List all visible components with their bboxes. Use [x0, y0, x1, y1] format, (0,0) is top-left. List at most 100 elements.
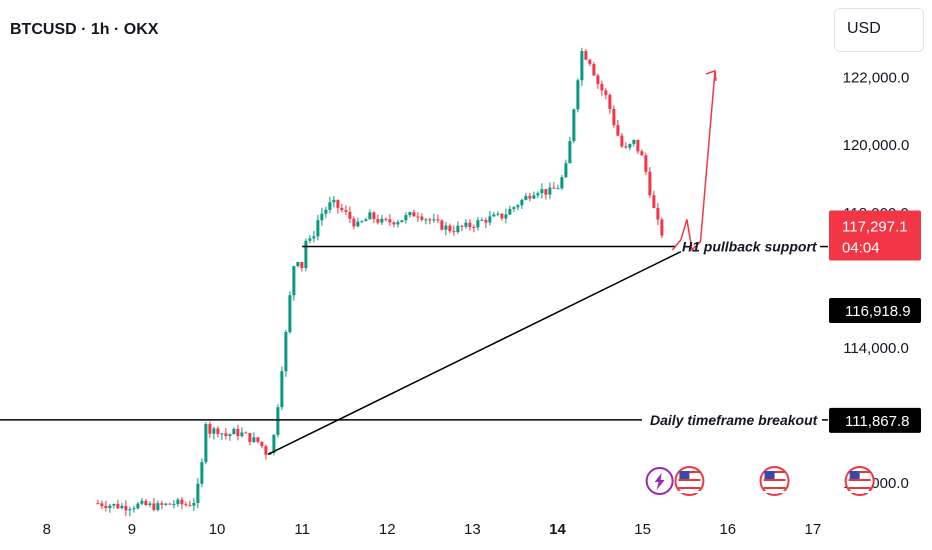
currency-button[interactable]: USD	[834, 8, 924, 52]
candle	[120, 505, 124, 509]
event-markers	[645, 466, 875, 496]
candle	[304, 240, 308, 268]
candle	[216, 428, 220, 434]
candle	[228, 434, 232, 436]
candle	[496, 213, 500, 215]
candle	[340, 207, 344, 211]
candle	[544, 189, 548, 195]
candle	[344, 210, 348, 212]
candle	[220, 433, 224, 435]
candle	[272, 434, 276, 453]
candle	[584, 51, 588, 60]
candle	[384, 218, 388, 220]
x-tick-label: 8	[43, 521, 51, 538]
candle	[640, 151, 644, 156]
candle	[204, 424, 208, 463]
x-tick-label: 10	[209, 521, 226, 538]
lightning-bolt	[654, 473, 665, 490]
candle	[324, 209, 328, 214]
candle	[448, 225, 452, 232]
candle	[624, 146, 628, 148]
candles	[96, 47, 664, 517]
candle	[500, 213, 504, 219]
x-tick-label: 16	[719, 521, 736, 538]
candle	[520, 199, 524, 206]
candle	[144, 500, 148, 506]
candle	[160, 503, 164, 505]
candle	[536, 193, 540, 196]
candle	[192, 503, 196, 506]
currency-label: USD	[847, 20, 881, 37]
drawings: H1 pullback support Daily timeframe break…	[0, 69, 828, 455]
candle	[372, 212, 376, 220]
support-price-box	[829, 298, 921, 323]
breakout-price-box	[829, 407, 921, 433]
candle	[264, 446, 268, 455]
candle	[516, 205, 520, 208]
candle	[424, 219, 428, 221]
candle	[232, 428, 236, 435]
price-labels: 117,297.1 04:04 116,918.9 111,867.8	[829, 210, 921, 433]
candle	[472, 227, 476, 229]
flag-stripe	[848, 483, 871, 485]
candle	[292, 266, 296, 296]
current-price-label: 117,297.1	[842, 219, 908, 236]
candle	[552, 187, 556, 189]
candle	[644, 155, 648, 172]
candle	[112, 503, 116, 506]
candle	[284, 332, 288, 372]
us-flag-icon	[759, 466, 790, 496]
x-tick-label: 15	[634, 521, 651, 538]
candle	[480, 219, 484, 221]
x-tick-label: 12	[379, 521, 396, 538]
candle	[428, 219, 432, 221]
candle	[240, 432, 244, 437]
time-axis[interactable]: 89101112131415161718	[43, 515, 932, 550]
candle	[256, 437, 260, 442]
candle	[396, 222, 400, 225]
candle	[348, 211, 352, 219]
candle	[416, 216, 420, 218]
candle	[352, 218, 356, 227]
candle	[608, 94, 612, 110]
candle	[408, 212, 412, 216]
candle	[556, 188, 560, 190]
candle	[116, 503, 120, 509]
candle	[460, 225, 464, 227]
x-tick-label: 11	[294, 521, 310, 538]
candle	[632, 139, 636, 145]
candle	[656, 207, 660, 220]
candle	[152, 503, 156, 510]
candle	[140, 500, 144, 504]
candle	[252, 437, 256, 443]
flag-stripe	[678, 491, 701, 493]
candle	[156, 503, 160, 510]
candle	[572, 109, 576, 142]
candle	[560, 177, 564, 189]
candle	[248, 433, 252, 443]
candle	[260, 441, 264, 447]
x-tick-label: 9	[128, 521, 136, 538]
candle	[172, 504, 176, 506]
candle	[176, 499, 180, 505]
candle	[540, 189, 544, 194]
candle	[616, 125, 620, 136]
candle	[444, 225, 448, 230]
flag-canton	[764, 471, 775, 479]
flag-stripe	[763, 487, 786, 489]
candle	[208, 424, 212, 434]
candle	[492, 214, 496, 217]
candle	[180, 499, 184, 505]
candle	[332, 199, 336, 203]
candle	[524, 195, 528, 200]
candle	[528, 195, 532, 199]
candle	[312, 236, 316, 239]
candle	[320, 213, 324, 221]
y-tick-label: 122,000.0	[843, 70, 910, 87]
flag-stripe	[678, 479, 701, 481]
candle	[104, 506, 108, 509]
candle	[148, 503, 152, 506]
candle	[436, 219, 440, 221]
